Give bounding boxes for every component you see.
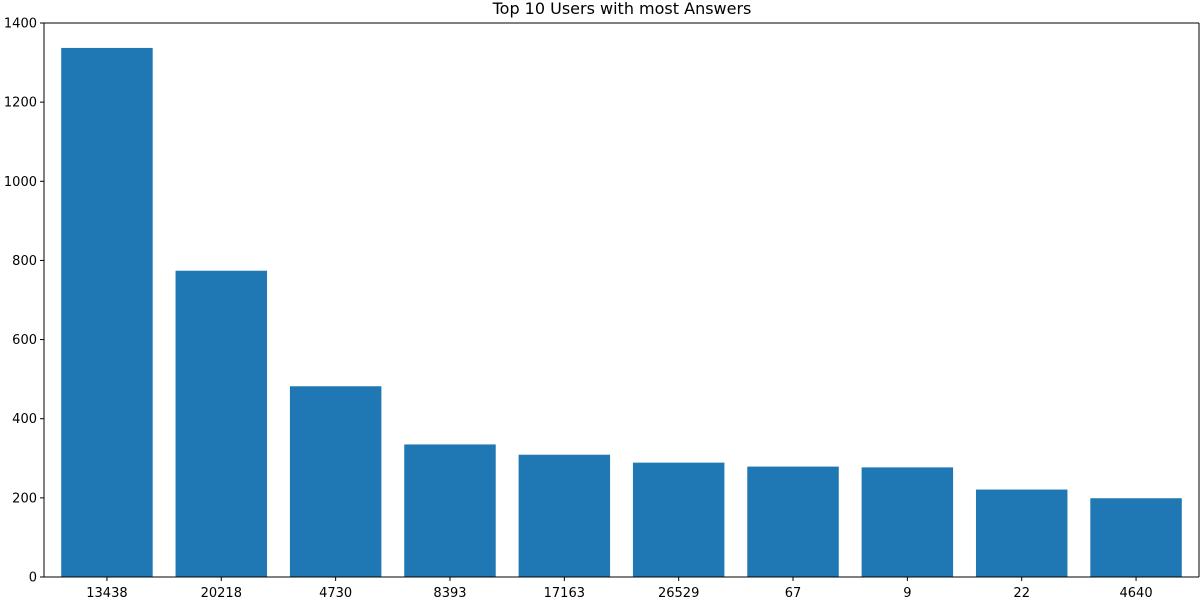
y-tick-label: 1000 <box>4 175 37 190</box>
x-tick-label: 4730 <box>319 586 352 600</box>
x-tick-label: 26529 <box>658 586 699 600</box>
x-tick-label: 20218 <box>201 586 242 600</box>
bar-17163 <box>518 454 611 577</box>
x-tick-label: 9 <box>903 586 911 600</box>
y-tick-label: 600 <box>12 333 37 348</box>
chart-title: Top 10 Users with most Answers <box>492 0 752 18</box>
bar-8393 <box>404 444 496 577</box>
bar-13438 <box>61 47 153 578</box>
y-tick-label: 800 <box>12 254 37 269</box>
bar-4640 <box>1090 498 1182 577</box>
y-tick-label: 0 <box>29 571 37 586</box>
bar-9 <box>861 467 954 577</box>
axes-frame <box>43 22 1200 578</box>
bar-26529 <box>632 462 725 577</box>
x-tick-label: 8393 <box>433 586 466 600</box>
x-tick-label: 22 <box>1013 586 1030 600</box>
bar-22 <box>975 489 1068 577</box>
x-tick-label: 13438 <box>86 586 127 600</box>
y-tick-label: 200 <box>12 491 37 506</box>
y-tick-label: 1400 <box>4 17 37 32</box>
y-axis: 0 200 400 600 800 1000 1200 1400 <box>4 17 44 586</box>
bar-4730 <box>289 386 382 577</box>
x-tick-label: 4640 <box>1120 586 1153 600</box>
x-tick-label: 67 <box>785 586 802 600</box>
x-tick-label: 17163 <box>544 586 585 600</box>
y-tick-label: 1200 <box>4 96 37 111</box>
bar-20218 <box>175 270 268 577</box>
x-axis: 13438 20218 4730 8393 17163 26529 67 9 22 4640 <box>86 577 1153 601</box>
bar-67 <box>747 466 839 577</box>
y-tick-label: 400 <box>12 412 37 427</box>
bars-group <box>61 47 1182 578</box>
